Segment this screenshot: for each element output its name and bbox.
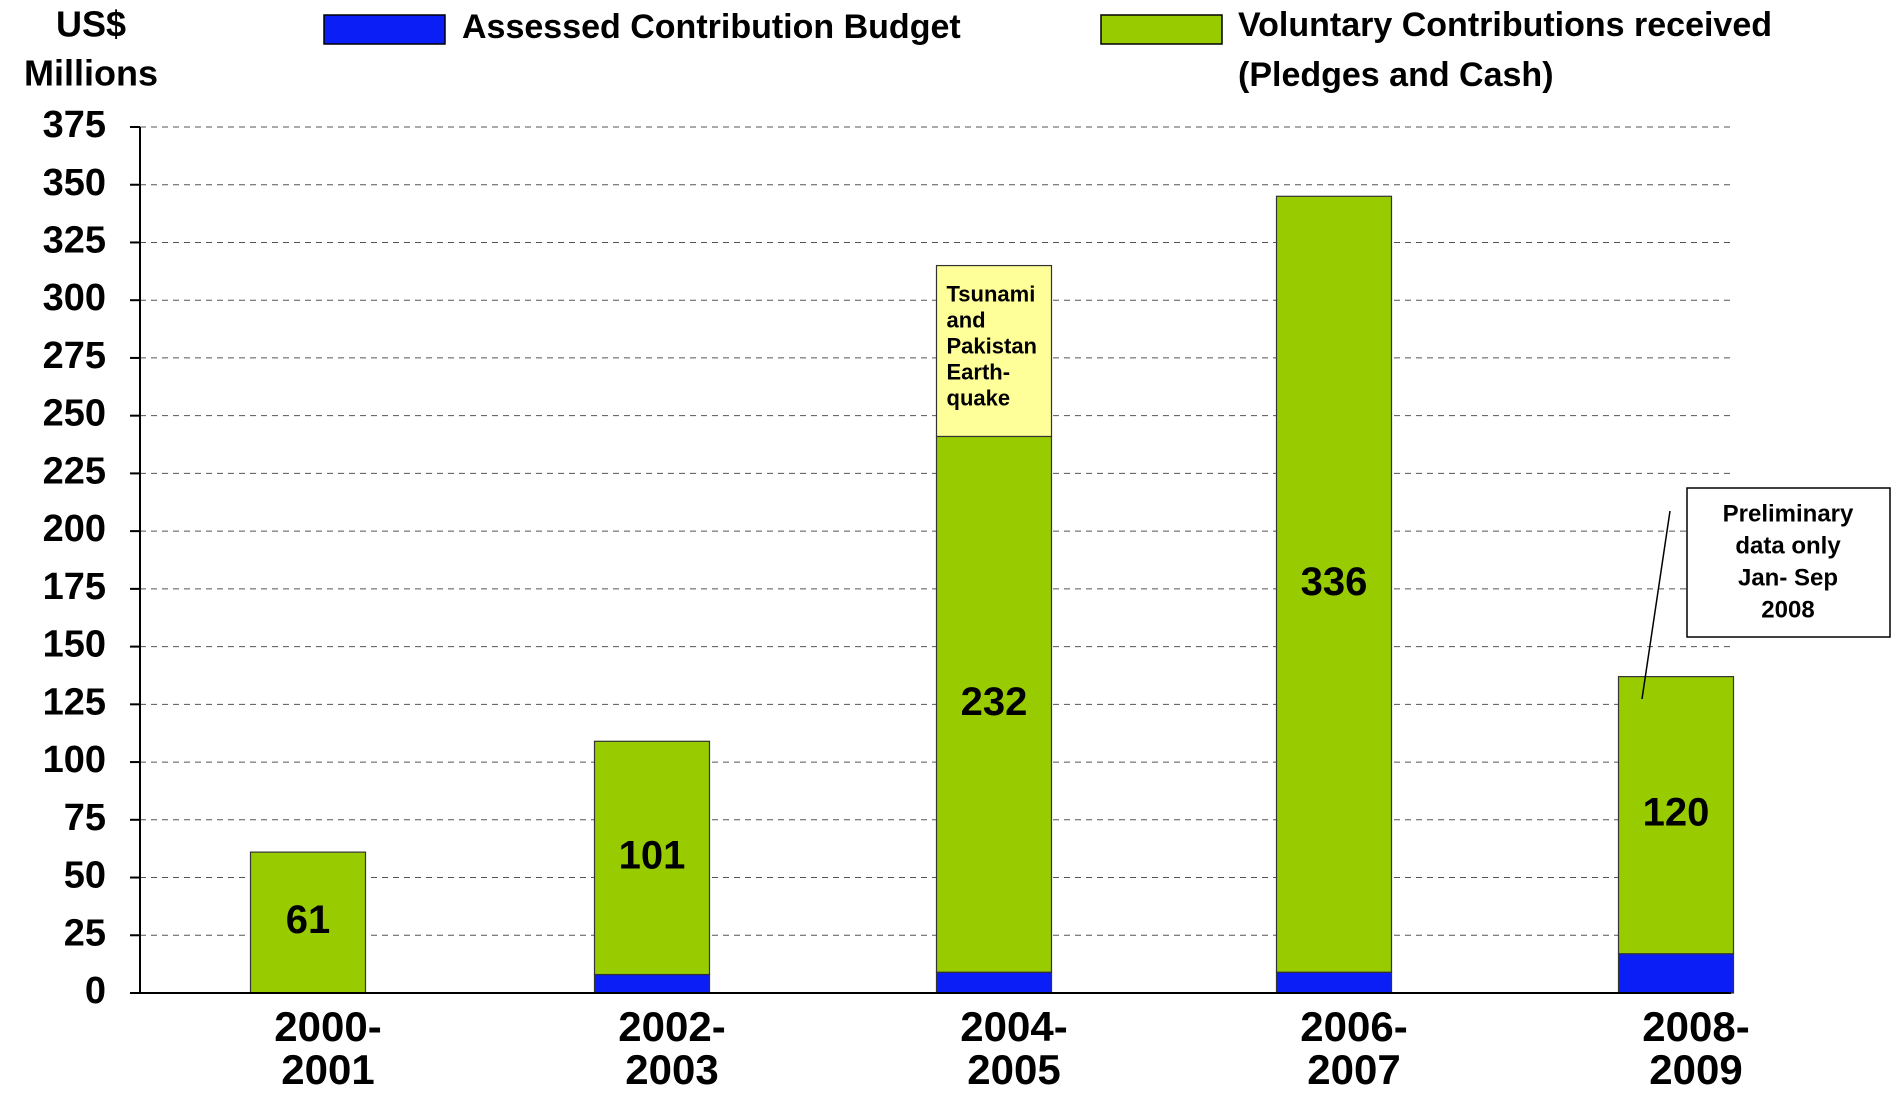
annotation-pointer — [1641, 510, 1671, 700]
data-label: 232 — [961, 680, 1028, 724]
bar-segment — [1275, 195, 1393, 973]
legend-label: Assessed Contribution Budget — [462, 8, 961, 46]
y-tick-label: 375 — [43, 104, 106, 146]
legend-label: (Pledges and Cash) — [1238, 56, 1554, 94]
y-tick-label: 300 — [43, 277, 106, 319]
bar-segment — [249, 851, 367, 994]
bar-segment — [593, 740, 711, 976]
bar-segment — [935, 264, 1053, 438]
y-tick-label: 100 — [43, 739, 106, 781]
y-tick-label: 25 — [64, 912, 106, 954]
y-tick-label: 225 — [43, 450, 106, 492]
x-tick-label: 2001 — [281, 1046, 374, 1093]
legend-label: Voluntary Contributions received — [1238, 6, 1772, 44]
annotation-box — [1686, 487, 1891, 638]
data-label: 61 — [286, 898, 331, 942]
data-label: 120 — [1643, 791, 1710, 835]
bar-segment — [935, 435, 1053, 973]
data-label: 336 — [1301, 560, 1368, 604]
y-tick-label: 350 — [43, 162, 106, 204]
x-tick-label: 2008- — [1642, 1003, 1749, 1050]
x-tick-label: 2000- — [274, 1003, 381, 1050]
annotation-text: data only — [1735, 532, 1841, 559]
x-tick-label: 2004- — [960, 1003, 1067, 1050]
bar-annotation: Tsunami — [947, 281, 1036, 306]
bar-segment — [1275, 971, 1393, 994]
annotation-text: Preliminary — [1723, 500, 1854, 527]
bar-annotation: Earth- — [947, 359, 1011, 384]
x-tick-label: 2002- — [618, 1003, 725, 1050]
x-tick-label: 2006- — [1300, 1003, 1407, 1050]
bar-annotation: and — [947, 307, 986, 332]
annotation-text: 2008 — [1761, 596, 1814, 623]
y-tick-label: 125 — [43, 681, 106, 723]
x-tick-label: 2003 — [625, 1046, 718, 1093]
data-label: 101 — [619, 833, 686, 877]
x-tick-label: 2007 — [1307, 1046, 1400, 1093]
x-tick-label: 2009 — [1649, 1046, 1742, 1093]
bar-annotation: quake — [947, 385, 1011, 410]
bar-segment — [935, 971, 1053, 994]
y-tick-label: 50 — [64, 855, 106, 897]
bar-segment — [1617, 676, 1735, 955]
y-tick-label: 275 — [43, 335, 106, 377]
y-tick-label: 200 — [43, 508, 106, 550]
y-axis-label: Millions — [24, 53, 158, 94]
legend-swatch — [323, 14, 446, 45]
y-tick-label: 0 — [85, 970, 106, 1012]
bar-annotation: Pakistan — [947, 333, 1038, 358]
y-tick-label: 250 — [43, 393, 106, 435]
y-tick-label: 325 — [43, 219, 106, 261]
x-tick-label: 2005 — [967, 1046, 1060, 1093]
bar-segment — [593, 973, 711, 994]
y-tick-label: 75 — [64, 797, 106, 839]
y-tick-label: 150 — [43, 624, 106, 666]
y-axis-label: US$ — [56, 4, 126, 45]
legend-swatch — [1100, 14, 1223, 45]
annotation-text: Jan- Sep — [1738, 564, 1838, 591]
bar-segment — [1617, 953, 1735, 994]
y-tick-label: 175 — [43, 566, 106, 608]
